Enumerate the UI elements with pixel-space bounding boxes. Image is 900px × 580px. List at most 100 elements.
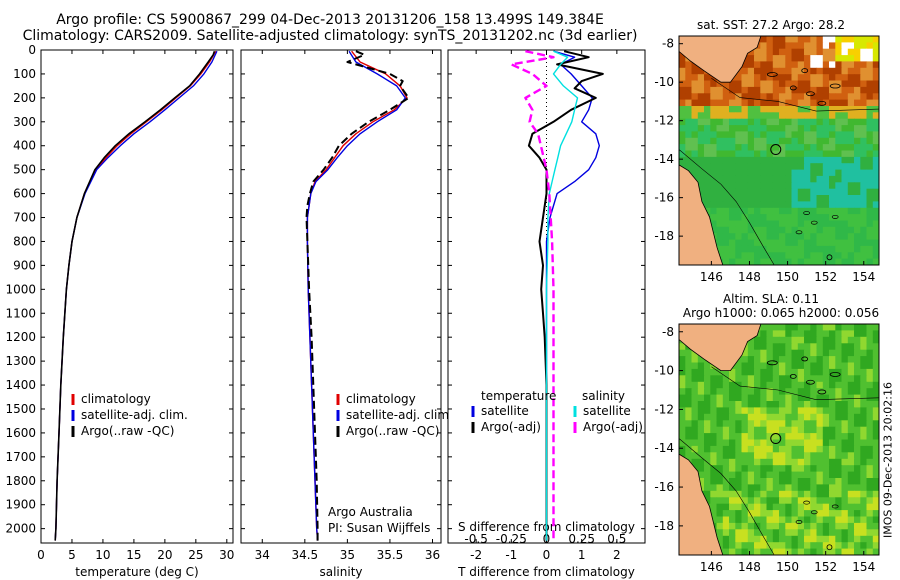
map-cell xyxy=(710,169,718,177)
map-cell xyxy=(741,381,749,389)
map-cell xyxy=(835,163,843,171)
map-cell xyxy=(704,497,711,505)
map-cell xyxy=(835,471,843,479)
map-cell xyxy=(716,233,724,241)
map-cell xyxy=(804,137,811,145)
map-cell xyxy=(716,529,724,537)
map-cell xyxy=(779,207,786,215)
map-cell xyxy=(760,478,768,485)
map-cell xyxy=(741,471,749,479)
map-cell xyxy=(710,381,718,389)
map-cell xyxy=(704,99,711,107)
map-cell xyxy=(785,368,793,376)
map-cell xyxy=(829,413,836,421)
reef xyxy=(795,230,803,235)
map-cell xyxy=(766,226,774,234)
map-cell xyxy=(829,356,836,364)
map-cell xyxy=(685,61,693,69)
map-cell xyxy=(760,195,768,202)
map-cell xyxy=(716,137,724,145)
map-cell xyxy=(747,150,755,158)
map-cell xyxy=(804,182,811,190)
map-cell xyxy=(797,80,805,88)
map-cell xyxy=(791,61,799,69)
map-cell xyxy=(741,125,749,133)
map-cell xyxy=(810,67,818,75)
map-cell xyxy=(810,490,818,498)
map-cell xyxy=(722,80,730,88)
map-cell xyxy=(679,106,686,113)
map-cell xyxy=(691,407,699,415)
map-cell xyxy=(810,445,818,453)
map-cell xyxy=(716,407,724,415)
map-cell xyxy=(854,239,861,247)
map-cell xyxy=(797,163,805,171)
map-cell xyxy=(847,343,855,351)
map-cell xyxy=(710,478,718,485)
map-cell xyxy=(779,407,786,415)
legend-label: Argo(-adj) xyxy=(583,420,643,434)
map-cell xyxy=(785,336,793,344)
map-cell xyxy=(735,125,743,133)
map-cell xyxy=(860,458,868,466)
map-cell xyxy=(766,195,774,202)
map-cell xyxy=(729,420,736,428)
map-cell xyxy=(785,163,793,171)
map-cell xyxy=(691,112,699,120)
map-cell xyxy=(722,445,730,453)
map-cell xyxy=(772,375,780,383)
island xyxy=(789,85,797,91)
map-cell xyxy=(866,188,874,196)
map-cell xyxy=(729,548,736,555)
map-cell xyxy=(835,336,843,344)
map-cell xyxy=(860,67,868,75)
map-cell xyxy=(841,362,849,370)
map-cell xyxy=(854,401,861,408)
map-cell xyxy=(766,407,774,415)
map-cell xyxy=(860,201,868,209)
map-cell xyxy=(766,426,774,434)
map-cell xyxy=(772,182,780,190)
map-cell xyxy=(822,220,830,228)
map-cell xyxy=(872,93,879,101)
map-cell xyxy=(797,381,805,389)
map-cell xyxy=(866,401,874,408)
map-cell xyxy=(816,548,824,555)
map-cell xyxy=(866,207,874,215)
map-cell xyxy=(779,349,786,357)
map-cell xyxy=(772,490,780,498)
xtick-label: 150 xyxy=(776,560,799,574)
island xyxy=(817,389,827,395)
map-cell xyxy=(866,201,874,209)
map-cell xyxy=(804,188,811,196)
map-cell xyxy=(685,80,693,88)
map-cell xyxy=(704,401,711,408)
map-cell xyxy=(766,118,774,126)
map-cell xyxy=(785,497,793,505)
map-cell xyxy=(691,125,699,133)
map-cell xyxy=(841,252,849,260)
map-cell xyxy=(691,375,699,383)
map-cell xyxy=(829,195,836,202)
map-cell xyxy=(697,471,705,479)
map-cell xyxy=(860,413,868,421)
map-cell xyxy=(872,458,879,466)
map-cell xyxy=(741,220,749,228)
map-cell xyxy=(747,503,755,511)
ytick-label: 1800 xyxy=(5,474,36,488)
map-cell xyxy=(679,125,686,133)
map-cell xyxy=(847,207,855,215)
map-cell xyxy=(854,433,861,441)
map-cell xyxy=(729,407,736,415)
map-cell xyxy=(804,542,811,550)
xtick-label: -1 xyxy=(505,548,517,562)
map-cell xyxy=(872,426,879,434)
map-cell xyxy=(860,144,868,152)
map-cell xyxy=(841,368,849,376)
map-cell xyxy=(716,478,724,485)
map-cell xyxy=(766,343,774,351)
map-cell xyxy=(722,420,730,428)
map-cell xyxy=(841,433,849,441)
map-cell xyxy=(760,80,768,88)
map-cell xyxy=(822,150,830,158)
